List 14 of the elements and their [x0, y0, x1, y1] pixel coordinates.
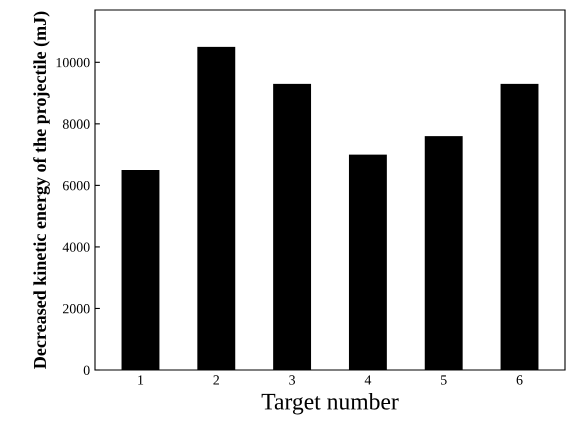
x-axis-title: Target number	[262, 393, 399, 414]
x-tick-label: 2	[213, 375, 219, 384]
x-tick-label: 1	[138, 375, 144, 384]
y-tick-label: 8000	[62, 119, 90, 129]
y-tick-label: 4000	[62, 242, 90, 252]
y-tick-label: 0	[84, 366, 90, 375]
y-tick-label: 6000	[62, 180, 90, 190]
x-tick-label: 6	[516, 375, 523, 385]
y-tick-label: 2000	[62, 304, 90, 314]
y-tick-label: 10000	[56, 58, 90, 68]
y-axis-title: Decreased kinetic energy of the projectile (mJ)	[33, 12, 50, 369]
x-tick-label: 5	[441, 375, 447, 385]
x-tick-label: 3	[289, 375, 296, 385]
x-tick-label: 4	[364, 375, 372, 384]
